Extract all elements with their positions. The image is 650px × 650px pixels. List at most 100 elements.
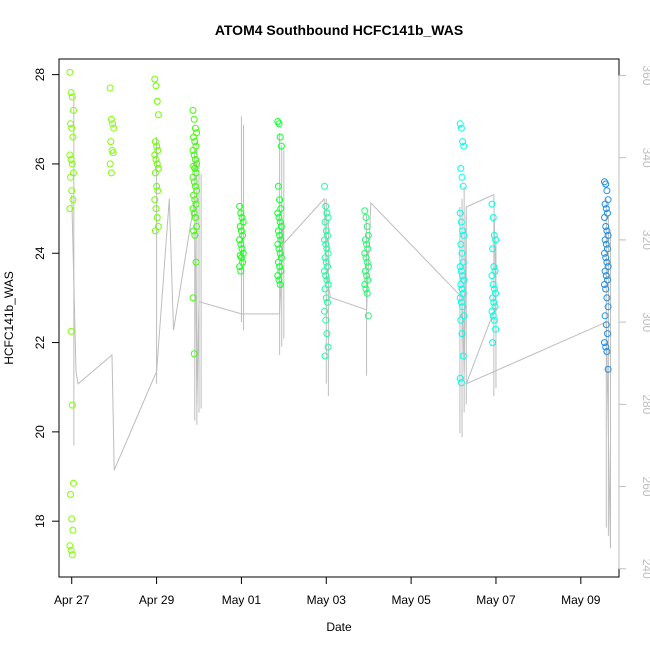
data-point [457, 240, 465, 248]
data-point [601, 249, 608, 257]
chart-title: ATOM4 Southbound HCFC141b_WAS [215, 22, 463, 38]
data-point [489, 214, 497, 221]
data-point [603, 227, 611, 235]
data-point [192, 258, 200, 266]
x-tick-label: May 01 [222, 593, 262, 607]
data-point [67, 89, 75, 96]
data-point [106, 160, 114, 168]
y-axis-left: 18 20 22 24 26 28 [33, 68, 60, 528]
y-tick-label-left: 24 [33, 246, 47, 260]
data-point [69, 196, 77, 204]
background-series [71, 96, 612, 549]
data-point [275, 276, 283, 284]
data-point [457, 379, 465, 387]
y-tick-label-right: 260 [640, 477, 650, 497]
data-point [151, 151, 159, 159]
data-point [66, 205, 74, 213]
data-point [601, 267, 609, 275]
data-point [190, 227, 198, 235]
data-point [190, 115, 198, 123]
data-point [153, 160, 161, 168]
data-point [363, 258, 371, 266]
data-point [237, 254, 245, 262]
data-point [363, 289, 371, 297]
data-point [323, 245, 331, 253]
data-point [601, 339, 608, 347]
data-point [602, 240, 610, 248]
data-point [153, 182, 161, 190]
data-point [154, 187, 162, 195]
data-point [602, 285, 610, 293]
data-point [274, 272, 282, 280]
bg-series-line [71, 193, 611, 549]
data-point [363, 240, 371, 248]
data-point [153, 214, 161, 221]
data-point [459, 272, 467, 280]
data-point [321, 254, 329, 262]
data-point [68, 124, 76, 132]
data-point [490, 231, 498, 239]
data-point [190, 133, 198, 141]
data-point [190, 209, 198, 217]
data-point [191, 138, 199, 146]
y-tick-label-left: 28 [33, 68, 47, 82]
data-point [275, 214, 283, 221]
data-point [459, 138, 467, 146]
data-point [107, 115, 115, 123]
data-point [67, 156, 75, 163]
data-point [324, 343, 332, 351]
data-point [456, 120, 464, 128]
data-point [323, 276, 331, 284]
data-point [190, 151, 198, 159]
data-point [361, 236, 369, 244]
data-point [321, 267, 328, 275]
data-point [604, 330, 611, 338]
data-point [602, 343, 610, 351]
data-point [321, 307, 328, 315]
data-point [68, 515, 76, 523]
data-point [602, 180, 610, 188]
data-point [323, 209, 331, 217]
data-point [236, 263, 244, 271]
data-point [361, 249, 369, 257]
data-point [277, 142, 285, 150]
data-point [68, 93, 76, 101]
data-point [276, 133, 284, 141]
y-tick-label-right: 300 [640, 312, 650, 332]
data-point [601, 214, 608, 221]
data-point [237, 209, 245, 217]
data-point [152, 156, 160, 163]
data-point [67, 546, 75, 554]
data-point [68, 551, 76, 559]
data-point [602, 223, 610, 230]
data-point [361, 281, 369, 288]
data-point [322, 294, 330, 302]
data-point [151, 169, 159, 177]
data-point [460, 231, 468, 239]
data-point [67, 173, 74, 181]
y-tick-label-left: 22 [33, 336, 47, 350]
data-point [322, 316, 330, 324]
data-point [457, 124, 465, 132]
data-point [191, 182, 199, 190]
x-tick-label: May 05 [391, 593, 431, 607]
data-point [459, 303, 467, 311]
x-tick-label: May 03 [307, 593, 347, 607]
data-point [362, 214, 370, 221]
data-point [603, 294, 611, 302]
data-point [321, 236, 328, 244]
data-point [274, 182, 282, 190]
data-point [604, 303, 612, 311]
data-point [459, 182, 467, 190]
data-point [152, 205, 160, 213]
y-tick-label-right: 360 [640, 65, 650, 85]
data-point [66, 151, 74, 159]
data-point [490, 263, 498, 271]
data-point [489, 312, 497, 320]
data-point [151, 138, 159, 146]
data-point [276, 281, 284, 288]
data-point [109, 149, 117, 157]
data-point [364, 312, 372, 320]
data-point [457, 164, 465, 172]
data-point [189, 173, 197, 181]
